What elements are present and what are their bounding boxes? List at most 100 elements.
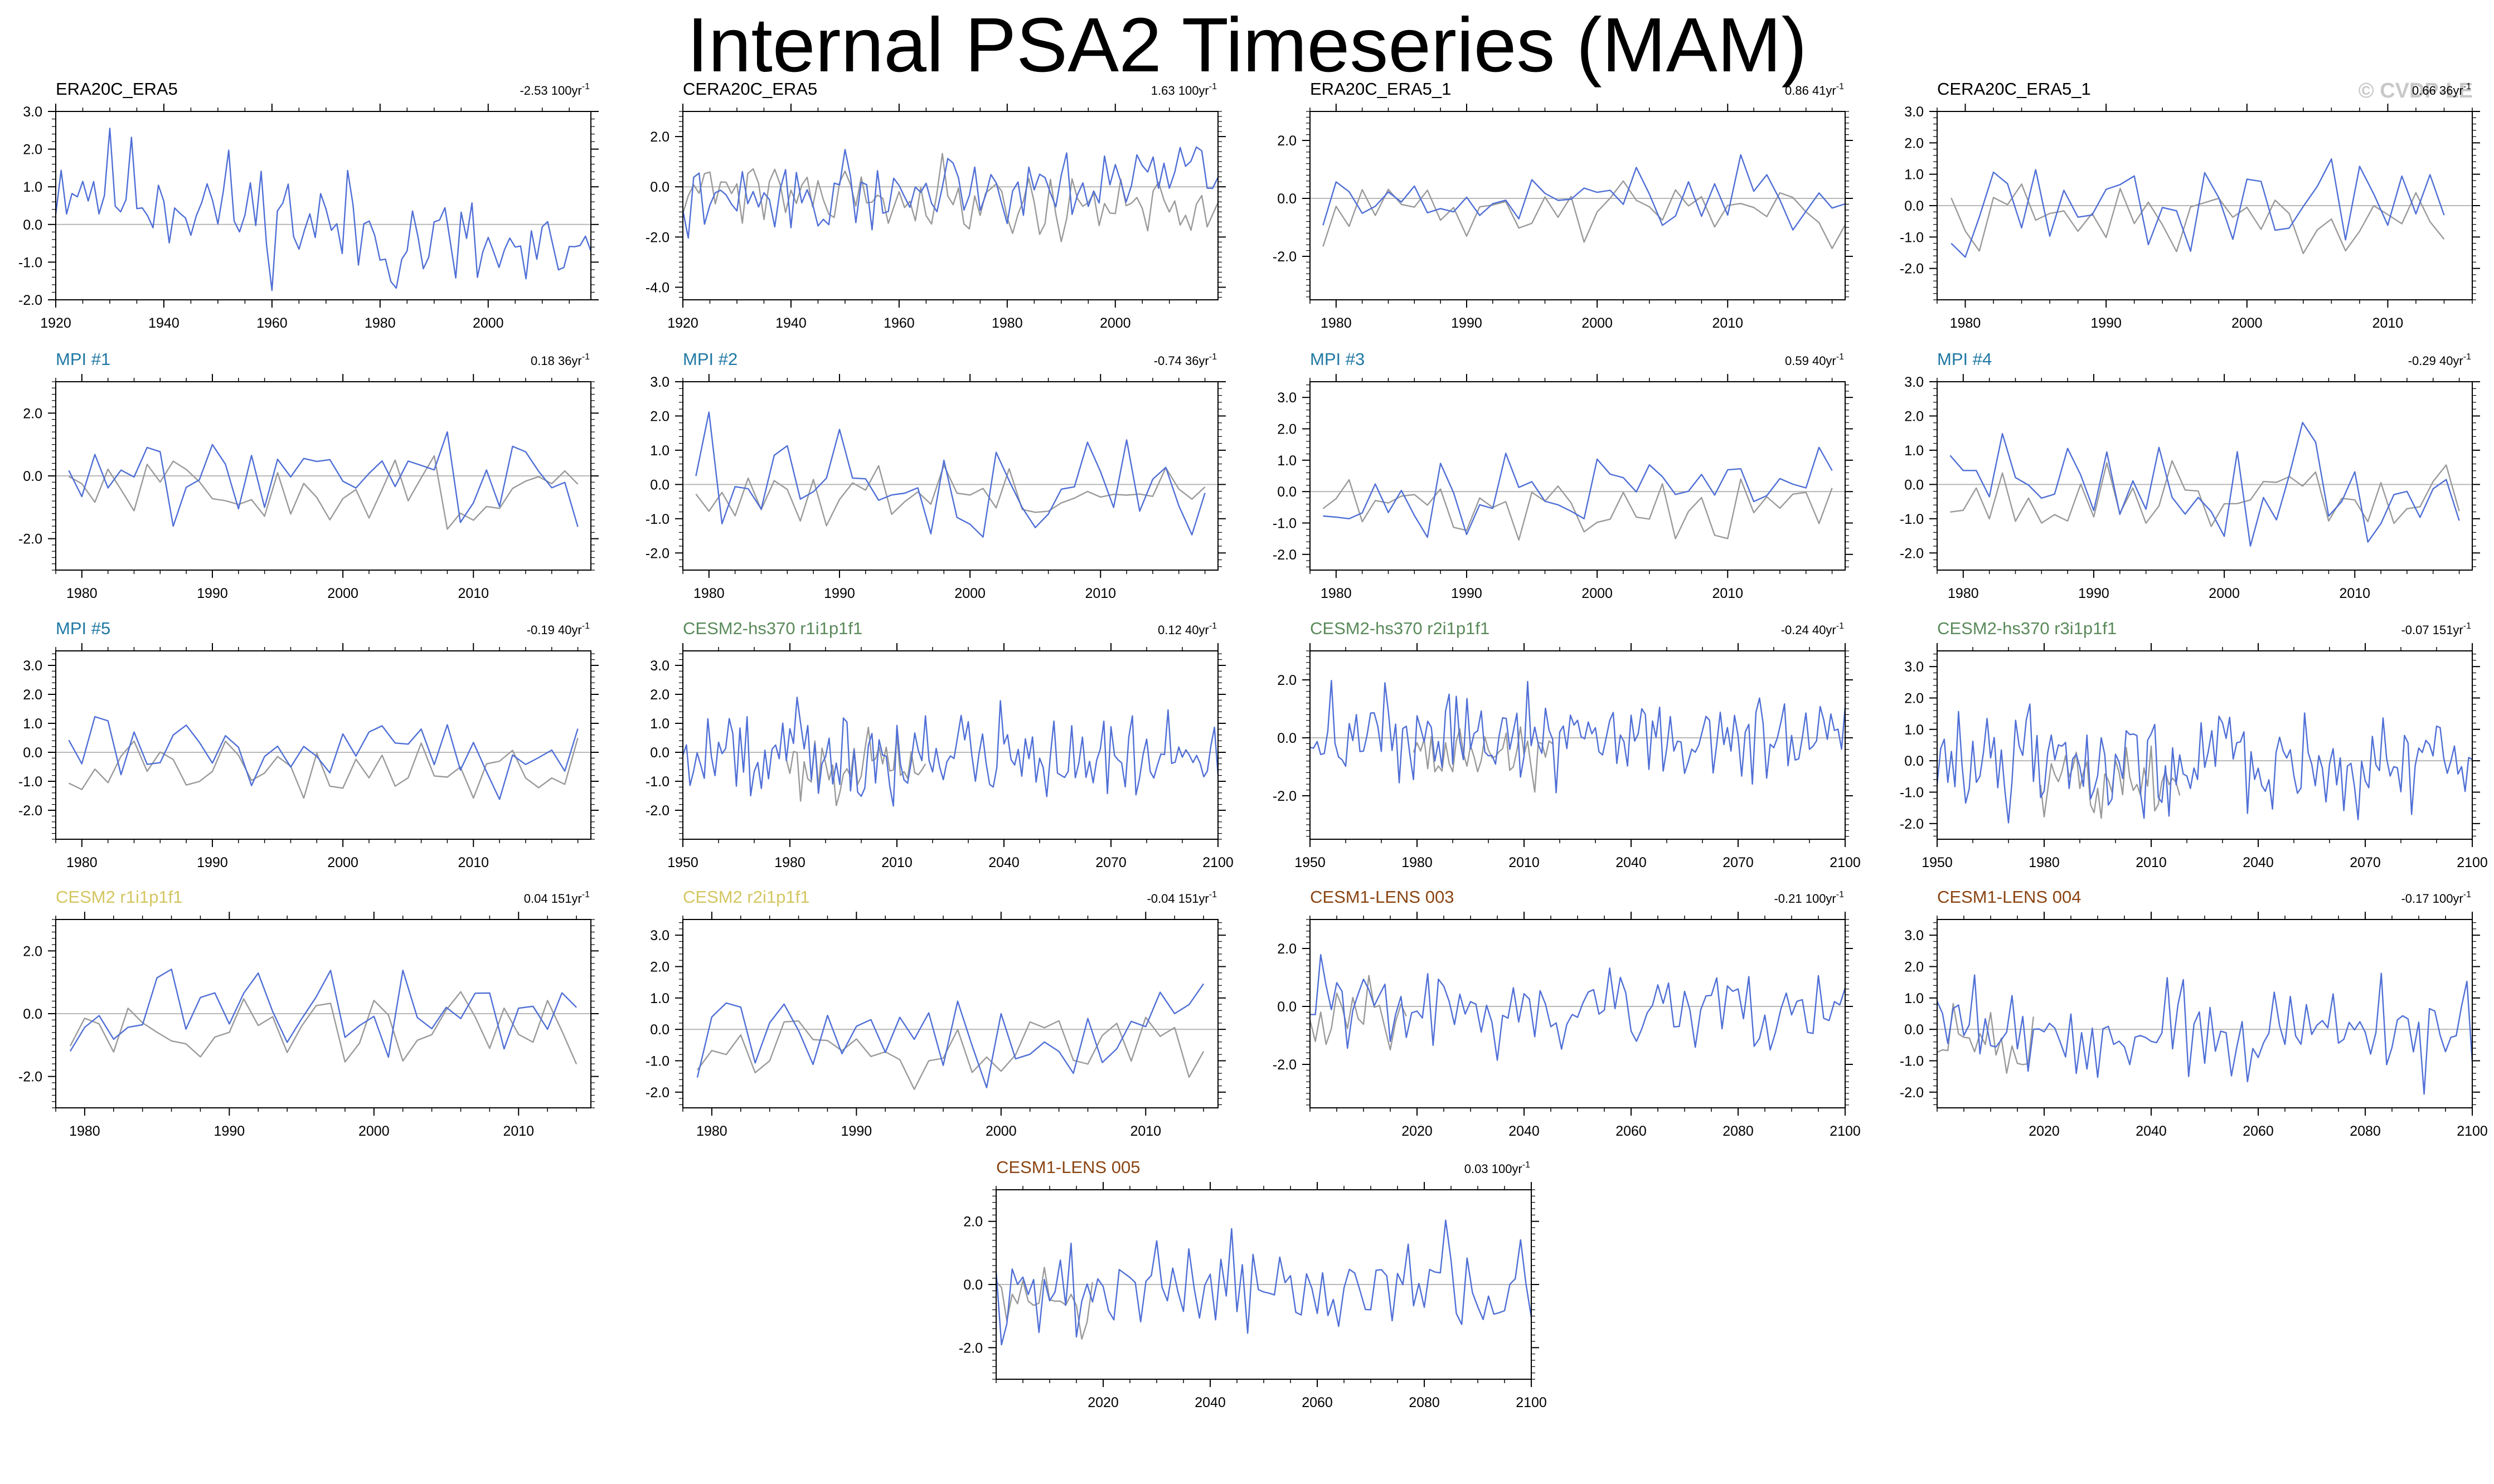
x-tick-label: 1960 [884,315,915,331]
panel-title: ERA20C_ERA5 [56,79,178,99]
x-tick-label: 2000 [986,1123,1017,1139]
x-tick-label: 1980 [69,1123,100,1139]
y-tick-label: 0.0 [1904,753,1924,769]
x-tick-label: 2000 [358,1123,390,1139]
x-tick-label: 1980 [66,586,98,601]
x-tick-label: 1940 [148,315,179,331]
y-tick-label: 1.0 [1904,991,1924,1006]
y-tick-label: 2.0 [1904,960,1924,975]
x-tick-label: 2070 [1095,855,1127,870]
y-tick-label: 0.0 [1904,1022,1924,1038]
x-tick-label: 1960 [256,315,288,331]
model-series-line [1949,422,2460,547]
y-tick-label: 0.0 [23,1006,42,1022]
x-tick-label: 1980 [66,855,98,870]
y-tick-label: 0.0 [1277,191,1297,207]
chart-panel-14: CESM2 r2i1p1f1 -0.04 151yr-1 1980 1990 2000 2… [646,887,1226,1139]
x-tick-label: 2080 [2350,1123,2381,1139]
x-tick-label: 1940 [775,315,807,331]
panel-title: MPI #2 [683,349,737,369]
plot-frame [682,919,1219,1108]
chart-panel-11: CESM2-hs370 r2i1p1f1 -0.24 40yr-1 1950 1980… [1273,619,1861,870]
model-series-line [1322,154,1846,231]
y-tick-label: 1.0 [1277,453,1297,469]
x-tick-label: 2080 [1722,1123,1754,1139]
y-tick-label: -1.0 [1900,512,1924,527]
trend-exponent: -1 [1209,890,1217,899]
x-tick-label: 2100 [1202,855,1234,870]
x-tick-label: 2020 [1401,1123,1433,1139]
panel-title: CERA20C_ERA5_1 [1937,79,2091,99]
x-tick-label: 1990 [197,855,228,870]
x-tick-label: 2100 [1830,1123,1861,1139]
x-tick-label: 2040 [1508,1123,1540,1139]
y-tick-label: 3.0 [1904,928,1924,943]
y-tick-label: -2.0 [18,803,42,819]
y-tick-label: 2.0 [650,408,669,424]
trend-exponent: -1 [1209,352,1217,362]
x-tick-label: 1920 [667,315,698,331]
trend-exponent: -1 [2463,352,2471,362]
chart-panel-12: CESM2-hs370 r3i1p1f1 -0.07 151yr-1 1950 198… [1900,619,2488,870]
y-tick-label: -2.0 [959,1340,983,1356]
reference-series-line [1937,1003,2034,1074]
model-series-line [995,1219,1532,1346]
reference-series-line [2040,745,2181,819]
y-tick-label: -1.0 [646,774,669,790]
y-tick-label: 1.0 [23,179,42,195]
y-tick-label: -2.0 [646,803,669,819]
x-tick-label: 2010 [1085,586,1116,601]
x-tick-label: 2040 [2136,1123,2167,1139]
trend-label: -0.07 151yr-1 [2401,621,2471,637]
chart-panel-15: CESM1-LENS 003 -0.21 100yr-1 2020 2040 2060 2… [1273,887,1861,1139]
y-tick-label: 0.0 [1904,477,1924,493]
reference-series-line [68,737,579,799]
y-tick-label: 0.0 [23,745,42,761]
trend-label: -0.21 100yr-1 [1774,890,1844,906]
y-tick-label: -1.0 [646,512,669,527]
model-series-line [1936,972,2473,1095]
y-tick-label: 0.0 [23,469,42,484]
trend-exponent: -1 [1209,82,1217,91]
x-tick-label: 1990 [824,586,855,601]
y-tick-label: -1.0 [1900,230,1924,245]
model-series-line [696,983,1205,1088]
y-tick-label: -2.0 [1273,789,1297,804]
chart-panel-5: MPI #1 0.18 36yr-1 1980 1990 2000 2010 2.0 0.0 -… [18,349,599,601]
x-tick-label: 2000 [327,586,358,601]
model-series-line [1936,703,2473,824]
model-series-line [1950,158,2445,258]
reference-series-line [696,1016,1205,1090]
x-tick-label: 2000 [1581,586,1613,601]
y-tick-label: 1.0 [23,716,42,732]
y-tick-label: -1.0 [646,1054,669,1069]
reference-series-line [996,1267,1093,1340]
y-tick-label: -2.0 [1900,261,1924,277]
y-tick-label: 0.0 [650,745,669,761]
x-tick-label: 2010 [2136,855,2167,870]
x-tick-label: 2010 [2339,586,2370,601]
y-tick-label: 2.0 [1277,133,1297,149]
trend-label: 0.18 36yr-1 [531,352,590,368]
trend-exponent: -1 [1836,82,1844,91]
y-tick-label: -2.0 [1900,816,1924,832]
y-tick-label: 2.0 [650,960,669,975]
x-tick-label: 2040 [1615,855,1647,870]
reference-series-line [1322,180,1846,249]
chart-panel-9: MPI #5 -0.19 40yr-1 1980 1990 2000 2010 3.0 2.0… [18,619,599,870]
x-tick-label: 1980 [992,315,1023,331]
trend-exponent: -1 [2463,82,2471,91]
y-tick-label: 0.0 [650,1022,669,1038]
y-tick-label: 3.0 [650,374,669,390]
x-tick-label: 2000 [2209,586,2240,601]
reference-series-line [695,464,1206,527]
y-tick-label: 3.0 [1904,104,1924,120]
plot-frame [1937,650,2473,840]
x-tick-label: 1980 [1321,586,1352,601]
y-tick-label: 2.0 [1904,135,1924,151]
trend-label: 0.59 40yr-1 [1785,352,1844,368]
model-series-line [682,146,1219,239]
x-tick-label: 1990 [841,1123,872,1139]
x-tick-label: 1990 [197,586,228,601]
